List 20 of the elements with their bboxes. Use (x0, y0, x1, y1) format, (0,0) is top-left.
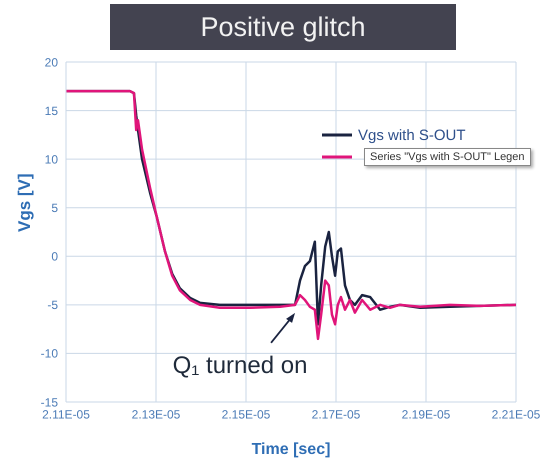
annotation: Series "Vgs with S-OUT" Legen (364, 148, 531, 166)
y-tick-label: -15 (40, 395, 58, 410)
y-tick-label: 20 (44, 55, 58, 70)
y-tick-label: 15 (44, 104, 58, 118)
x-tick-label: 2.17E-05 (312, 408, 361, 422)
y-tick-label: 5 (51, 200, 58, 215)
y-tick-label: -10 (40, 346, 58, 361)
x-tick-label: 2.11E-05 (42, 408, 90, 422)
x-tick-label: 2.19E-05 (402, 408, 451, 422)
y-tick-label: 0 (51, 250, 58, 264)
y-tick-label: 10 (44, 152, 58, 166)
x-tick-label: 2.13E-05 (132, 408, 181, 422)
y-axis-title: Vgs [V] (15, 173, 34, 232)
x-tick-label: 2.21E-05 (492, 408, 541, 422)
x-axis-title: Time [sec] (252, 441, 330, 458)
chart-title: Positive glitch (110, 4, 456, 50)
annotation: Q₁ turned on (172, 352, 308, 379)
x-tick-label: 2.15E-05 (222, 408, 271, 422)
legend-label: Vgs with S-OUT (358, 126, 466, 144)
y-tick-label: -5 (47, 298, 58, 312)
